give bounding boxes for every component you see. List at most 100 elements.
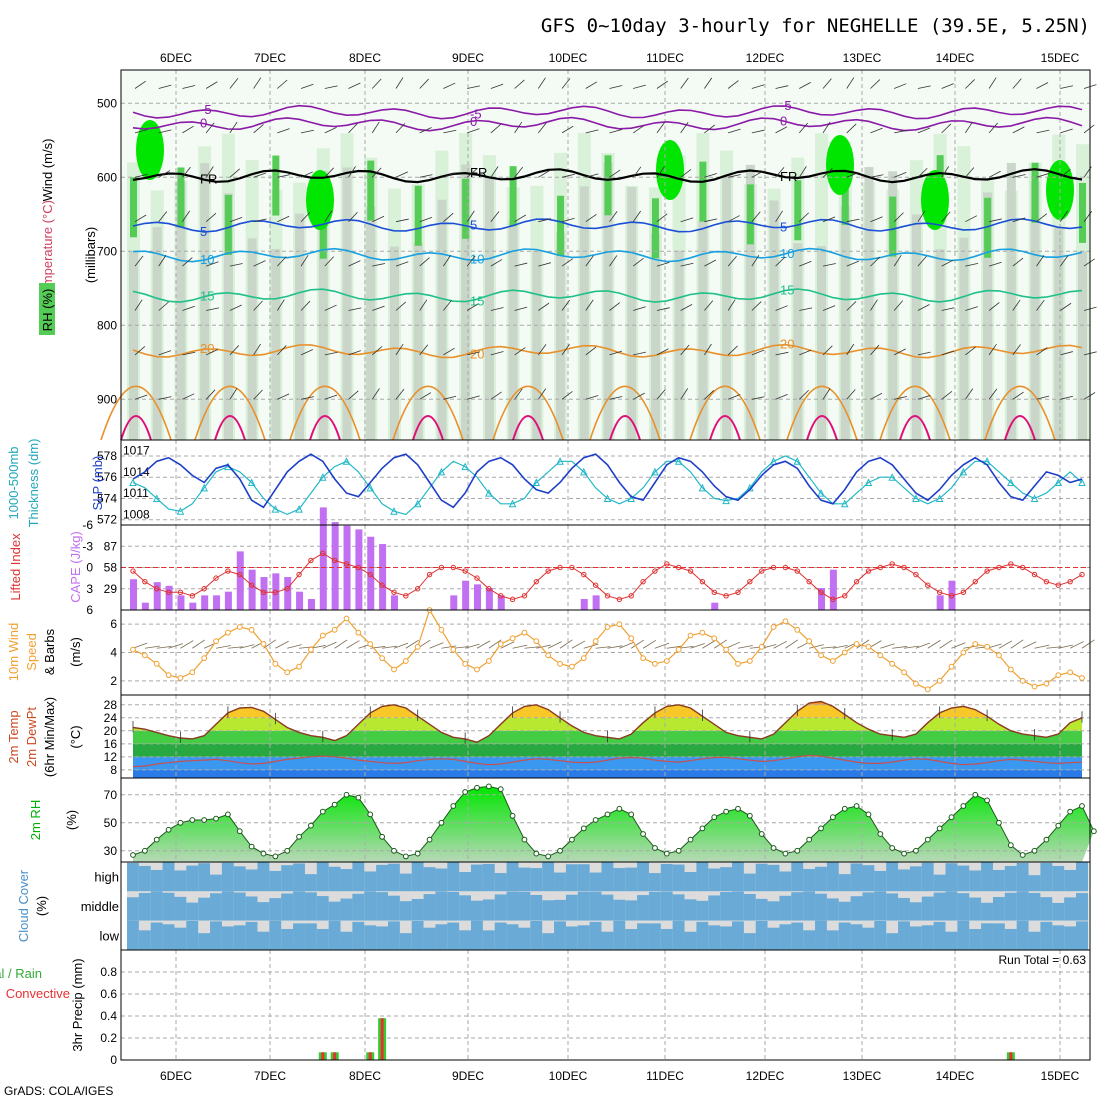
wind-barb [656,389,666,400]
wind-barb [395,77,404,89]
rh-point [829,814,836,821]
wind-barb [229,217,243,223]
lifted-index-point [652,568,658,574]
cloud-cell [803,930,816,950]
wind-barb [205,166,214,178]
lifted-index-point [723,593,729,599]
wind-speed-label: Speed [24,633,39,671]
cloud-cell [921,896,934,921]
wind-speed-point [770,624,777,630]
cloud-cell [316,896,329,921]
wind-barb [798,122,809,134]
cloud-cell [530,868,543,892]
wind-speed-point [391,666,397,673]
cloud-cell [210,874,223,892]
warm-contour [392,385,464,441]
slp-tick-label: 1014 [123,465,150,479]
cloud-cell [245,921,258,950]
wind-barb [822,216,836,223]
wind-barb [490,351,504,356]
rh-shade [699,161,707,222]
lifted-index-point [699,578,706,585]
cloud-cell [779,871,792,892]
wind-barb [846,77,855,89]
wind-speed-point [663,658,670,664]
cape-bar [224,591,232,610]
cloud-cell [613,899,626,921]
contour-label: 0 [200,116,207,131]
cape-bar [462,580,470,610]
wind-barb [346,640,360,649]
rh-shade [484,175,494,441]
cloud-cell [731,921,745,950]
wind-barb [277,215,290,223]
wind-barb [372,305,385,311]
cloud-cell [755,898,768,921]
cloud-cell [257,902,270,921]
wind-barb [324,256,335,267]
wind-barb [751,396,765,400]
rh-shade [271,249,281,440]
rh-point [675,847,682,854]
rh-point [984,797,990,804]
wind-barb [372,215,385,223]
temp-band [133,756,1082,770]
cloud-cell [198,863,211,892]
wind-barb [870,127,883,134]
lifted-index-point [960,589,967,595]
wind-barb [1036,395,1050,400]
cloud-cell [340,868,353,892]
wind-barb [277,79,288,89]
wind-barb [395,171,408,178]
wind-barb [656,166,665,178]
wind-barb [324,210,333,222]
lifted-index-point [177,589,184,595]
wind-barb [419,127,432,134]
cloud-cell [981,923,994,950]
cloud-cell [257,931,270,950]
cloud-cell [162,924,175,950]
rh-point [355,794,362,801]
rh-shade [557,195,565,256]
cloud-cell [518,867,531,892]
cloud-cell [471,920,484,950]
cloud-cell [637,895,650,921]
wind-barb [229,168,241,178]
wind-barb [371,121,380,134]
wind-barb [524,646,540,649]
wind-barb [300,349,314,356]
rh-point [889,845,896,851]
wind-barb [1060,395,1073,400]
wind-barb [633,306,646,311]
lifted-index-point [592,582,599,588]
cloud-cell [779,895,792,921]
cloud-cell [221,862,235,892]
temp-tick-label: 16 [104,737,118,751]
rh-shade [130,177,137,238]
cloud-cell [589,891,602,921]
wind-barb [538,302,550,311]
wind-speed-point [1079,675,1085,681]
rh-point [699,825,706,832]
x-tick-label: 13DEC [843,1069,882,1083]
rh-shade [462,178,470,239]
cloud-cell [1016,862,1029,892]
wind-barb [632,210,641,222]
wind-speed-point [402,658,409,664]
wind-barb [419,78,429,89]
wind-speed-point [343,615,350,622]
cloud-cell [743,893,757,921]
wind-barb [1060,85,1074,89]
lifted-index-point [272,589,279,595]
rh-point [948,814,955,821]
temp-band [133,743,1082,757]
cloud-cell [826,862,840,892]
thickness-point [247,478,256,486]
cloud-cell [886,862,899,892]
thickness-point [579,467,588,476]
wind-barb [870,392,883,400]
rh-shade [604,155,612,216]
rh-shade [509,166,517,227]
cloud-cell [708,925,721,950]
wind-barb [395,301,407,311]
